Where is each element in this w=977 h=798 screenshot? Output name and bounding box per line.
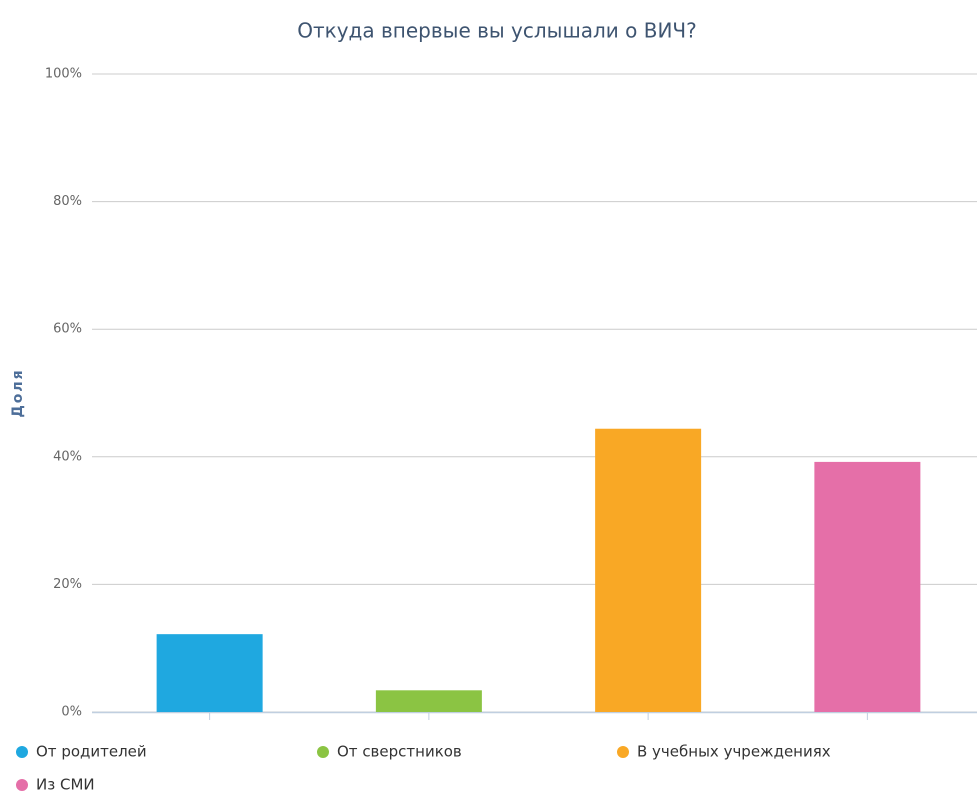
legend-label: От сверстников bbox=[337, 743, 462, 761]
y-tick-label: 60% bbox=[53, 322, 82, 337]
legend-marker bbox=[317, 746, 329, 758]
y-tick-label: 0% bbox=[61, 705, 82, 720]
y-tick-label: 40% bbox=[53, 449, 82, 464]
legend-marker bbox=[617, 746, 629, 758]
y-tick-label: 20% bbox=[53, 577, 82, 592]
legend-label: В учебных учреждениях bbox=[637, 743, 831, 761]
legend-label: От родителей bbox=[36, 743, 147, 761]
y-tick-label: 80% bbox=[53, 194, 82, 209]
bar bbox=[814, 461, 921, 712]
bar bbox=[595, 428, 702, 712]
legend-marker bbox=[16, 779, 28, 791]
legend-label: Из СМИ bbox=[36, 776, 95, 794]
chart-title: Откуда впервые вы услышали о ВИЧ? bbox=[297, 19, 697, 43]
bar bbox=[375, 690, 482, 712]
y-axis-label: Доля bbox=[10, 368, 26, 417]
y-tick-label: 100% bbox=[45, 67, 82, 82]
bar bbox=[156, 634, 263, 712]
legend-marker bbox=[16, 746, 28, 758]
